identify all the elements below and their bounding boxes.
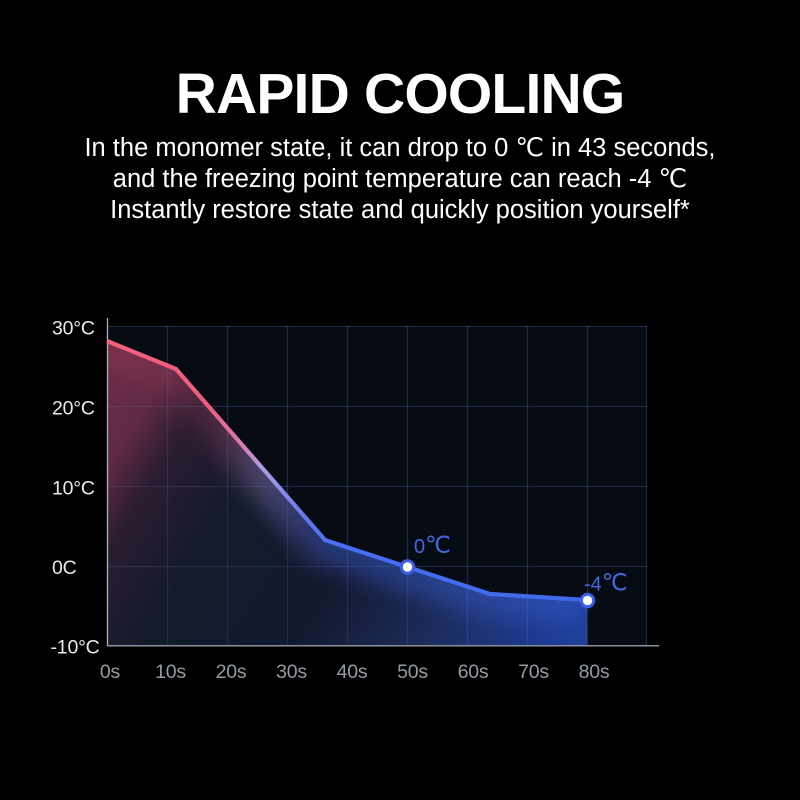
svg-text:50s: 50s [397, 661, 428, 683]
svg-text:30s: 30s [276, 661, 307, 683]
svg-text:10°C: 10°C [52, 478, 95, 500]
svg-text:10s: 10s [155, 661, 186, 683]
svg-text:0s: 0s [100, 661, 121, 683]
svg-text:40s: 40s [337, 661, 368, 683]
svg-text:80s: 80s [579, 661, 610, 683]
svg-text:0C: 0C [52, 557, 77, 579]
svg-text:60s: 60s [458, 661, 489, 683]
svg-text:-4℃: -4℃ [584, 570, 628, 596]
svg-text:20°C: 20°C [52, 398, 95, 420]
svg-text:70s: 70s [518, 661, 549, 683]
svg-text:30°C: 30°C [52, 318, 95, 340]
svg-text:0℃: 0℃ [414, 532, 451, 558]
svg-text:20s: 20s [216, 661, 247, 683]
svg-text:-10°C: -10°C [51, 637, 100, 659]
